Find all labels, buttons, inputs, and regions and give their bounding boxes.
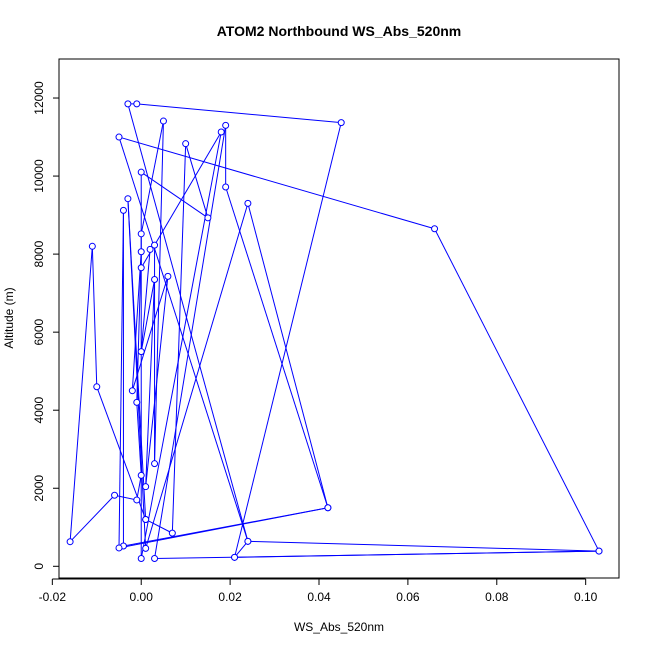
y-tick-label: 8000 <box>32 240 46 267</box>
series-line-segment <box>140 131 222 559</box>
series-line-segment <box>145 519 173 534</box>
data-point <box>142 515 150 523</box>
x-axis: -0.02 0.00 0.02 0.04 0.06 0.08 0.10 <box>39 578 598 604</box>
series-line-segment <box>114 494 137 501</box>
series-line-segment <box>140 279 156 352</box>
data-point <box>137 230 145 238</box>
series-line-segment <box>154 121 164 464</box>
data-point <box>164 272 172 280</box>
series-layer <box>66 100 603 562</box>
data-point <box>222 183 230 191</box>
data-point <box>142 483 150 491</box>
y-tick-label: 6000 <box>32 318 46 345</box>
series-line-segment <box>91 246 98 387</box>
y-tick-label: 12000 <box>32 81 46 115</box>
series-line-segment <box>69 246 93 542</box>
data-point <box>128 387 136 395</box>
series-line-segment <box>145 203 249 549</box>
x-tick-label: 0.00 <box>130 590 154 604</box>
y-tick-label: 2000 <box>32 475 46 502</box>
data-point <box>137 554 145 562</box>
data-point <box>133 398 141 406</box>
x-tick-label: 0.10 <box>574 590 598 604</box>
data-point <box>151 460 159 468</box>
data-point <box>88 242 96 250</box>
data-point <box>137 264 145 272</box>
series-line-segment <box>136 103 342 124</box>
data-point <box>119 206 127 214</box>
data-point <box>244 199 252 207</box>
y-tick-label: 0 <box>32 563 46 570</box>
data-point <box>168 529 176 537</box>
y-axis: 0 2000 4000 6000 8000 10000 12000 <box>32 81 60 570</box>
data-point <box>217 128 225 136</box>
series-line-segment <box>118 507 328 549</box>
series-line-segment <box>154 550 600 559</box>
series-line-segment <box>225 186 329 508</box>
series-line-segment <box>136 251 142 403</box>
x-tick-label: 0.06 <box>396 590 420 604</box>
chart-title: ATOM2 Northbound WS_Abs_520nm <box>217 23 462 39</box>
x-tick-label: -0.02 <box>39 590 67 604</box>
data-point <box>151 275 159 283</box>
series-line-segment <box>131 276 169 391</box>
data-point <box>66 538 74 546</box>
data-point <box>111 491 119 499</box>
data-point <box>137 168 145 176</box>
data-point <box>431 225 439 233</box>
data-point <box>222 121 230 129</box>
data-point <box>595 547 603 555</box>
x-axis-label: WS_Abs_520nm <box>294 620 384 634</box>
data-point <box>137 471 145 479</box>
data-point <box>124 100 132 108</box>
data-point <box>231 553 239 561</box>
series-line-segment <box>118 136 249 542</box>
series-line-segment <box>140 120 164 234</box>
series-line-segment <box>118 210 124 548</box>
series-line-segment <box>171 143 187 534</box>
series-line-segment <box>118 136 435 230</box>
x-tick-label: 0.04 <box>307 590 331 604</box>
data-point <box>204 214 212 222</box>
data-point <box>146 245 154 253</box>
data-point <box>133 100 141 108</box>
series-line-segment <box>136 475 142 501</box>
series-line-segment <box>185 143 209 218</box>
x-tick-label: 0.08 <box>485 590 509 604</box>
series-line-segment <box>247 203 329 508</box>
data-point <box>133 496 141 504</box>
data-point <box>142 544 150 552</box>
series-line-segment <box>145 276 169 487</box>
data-point <box>137 248 145 256</box>
data-point <box>244 537 252 545</box>
x-tick-label: 0.02 <box>218 590 242 604</box>
data-point <box>337 119 345 127</box>
series-line-segment <box>131 251 142 391</box>
data-point <box>159 117 167 125</box>
data-point <box>124 195 132 203</box>
series-line-segment <box>247 540 600 552</box>
series-line-segment <box>136 402 142 476</box>
series-line-segment <box>145 279 156 487</box>
data-point <box>151 241 159 249</box>
series-line-segment <box>434 228 600 552</box>
y-axis-label: Altitude (m) <box>2 287 16 348</box>
data-point <box>324 504 332 512</box>
data-point <box>182 140 190 148</box>
y-tick-label: 10000 <box>32 159 46 193</box>
series-line-segment <box>154 125 227 559</box>
data-point <box>115 544 123 552</box>
data-point <box>137 348 145 356</box>
data-point <box>93 383 101 391</box>
series-line-segment <box>127 198 147 520</box>
y-tick-label: 4000 <box>32 397 46 424</box>
data-point <box>151 554 159 562</box>
series-line-segment <box>234 122 342 558</box>
data-point <box>115 133 123 141</box>
series-line-segment <box>140 249 151 352</box>
series-line-segment <box>69 494 115 543</box>
